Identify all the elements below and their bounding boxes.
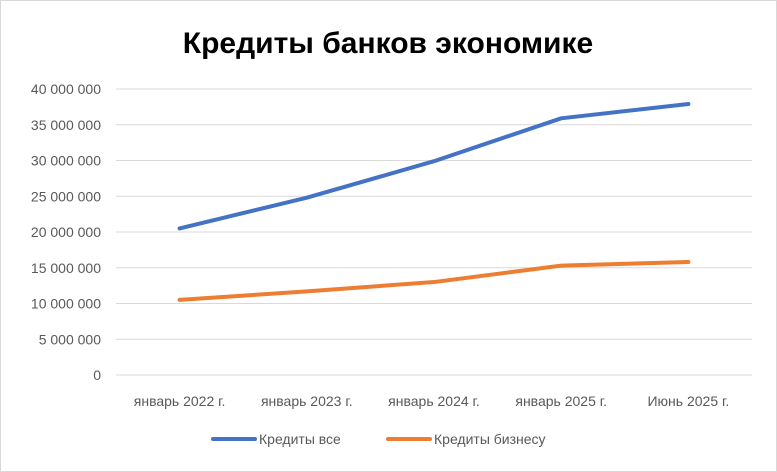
series-line-0 <box>177 102 691 231</box>
x-axis-ticks: январь 2022 г. январь 2023 г. январь 2024 … <box>134 393 730 409</box>
legend-label: Кредиты все <box>259 431 341 447</box>
x-tick-label: Июнь 2025 г. <box>647 393 729 409</box>
y-tick-label: 10 000 000 <box>31 296 101 312</box>
y-axis-ticks: 0 5 000 000 10 000 000 15 000 000 20 000 000… <box>31 81 101 383</box>
y-tick-label: 15 000 000 <box>31 260 101 276</box>
y-tick-label: 20 000 000 <box>31 224 101 240</box>
y-tick-label: 35 000 000 <box>31 117 101 133</box>
legend: Кредиты все Кредиты бизнесу <box>211 431 546 447</box>
legend-label: Кредиты бизнесу <box>434 431 546 447</box>
y-tick-label: 0 <box>93 367 101 383</box>
x-tick-label: январь 2025 г. <box>515 393 607 409</box>
y-tick-label: 30 000 000 <box>31 153 101 169</box>
x-tick-label: январь 2022 г. <box>134 393 226 409</box>
x-tick-label: январь 2023 г. <box>261 393 353 409</box>
x-tick-label: январь 2024 г. <box>388 393 480 409</box>
series-lines <box>177 102 691 302</box>
y-tick-label: 25 000 000 <box>31 188 101 204</box>
y-tick-label: 40 000 000 <box>31 81 101 97</box>
gridlines <box>116 88 752 376</box>
y-tick-label: 5 000 000 <box>39 331 101 347</box>
chart-title: Кредиты банков экономике <box>183 27 593 60</box>
